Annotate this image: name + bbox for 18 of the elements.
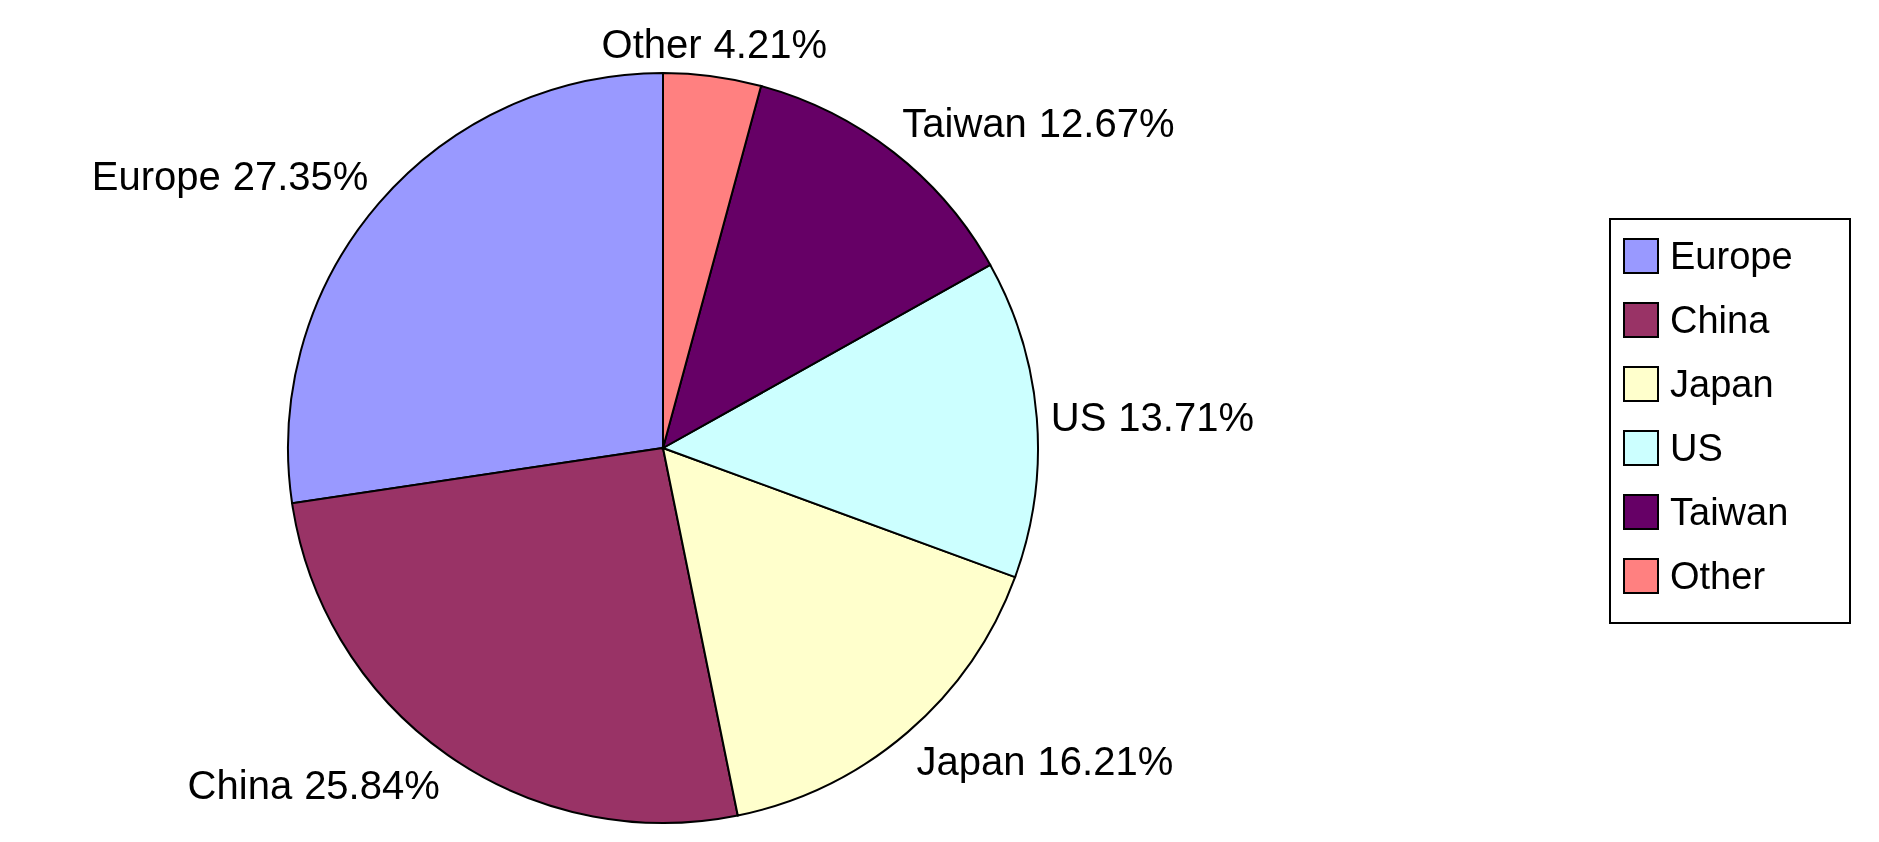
slice-label: Other <box>601 22 702 67</box>
slice-label: Europe <box>91 154 221 198</box>
slice-label: Taiwan <box>902 101 1027 146</box>
data-label: 16.21% <box>1037 738 1174 783</box>
slice-label: US <box>1050 395 1107 440</box>
slice-label: Japan <box>916 738 1026 783</box>
legend-label: Europe <box>1670 235 1793 277</box>
slice-label: China <box>187 762 293 807</box>
legend-label: US <box>1670 427 1723 469</box>
data-label: 13.71% <box>1118 395 1255 440</box>
data-label: 27.35% <box>232 154 369 198</box>
legend-label: Japan <box>1670 363 1774 405</box>
data-label: 12.67% <box>1038 101 1175 146</box>
data-label: 25.84% <box>304 762 440 807</box>
legend-label: China <box>1670 299 1771 341</box>
legend-label: Taiwan <box>1670 491 1789 533</box>
data-label: 4.21% <box>713 22 828 67</box>
legend-label: Other <box>1670 555 1766 597</box>
